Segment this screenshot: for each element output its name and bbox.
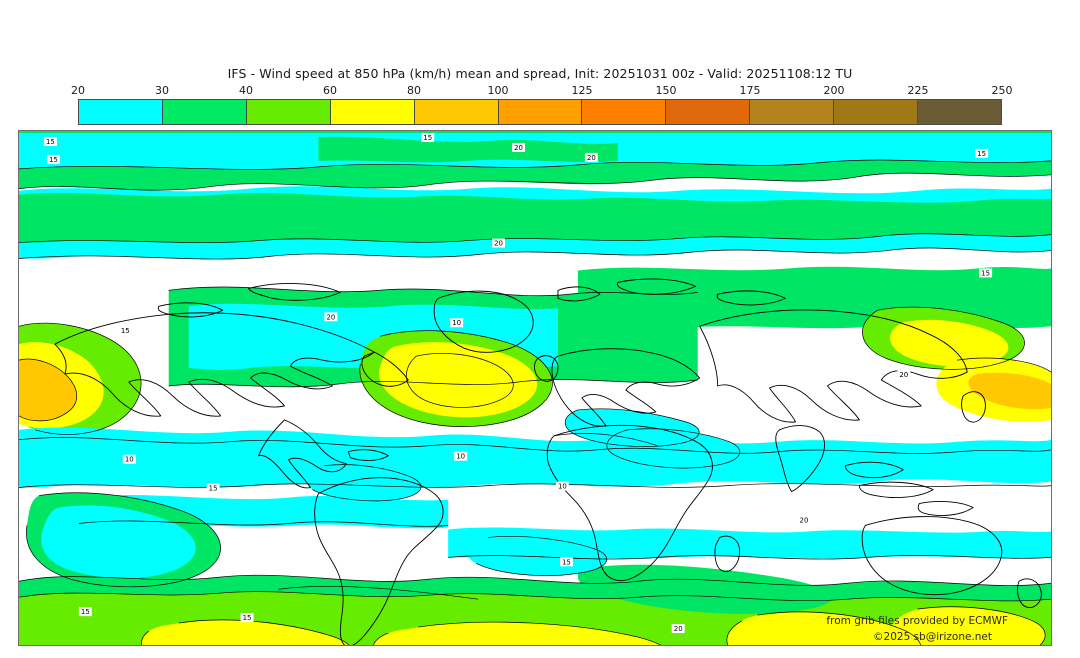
- svg-text:15: 15: [981, 269, 990, 277]
- copyright-attribution: ©2025 sb@irizone.net: [873, 631, 992, 643]
- colorbar-tick-80: 80: [407, 84, 421, 97]
- svg-text:15: 15: [46, 138, 55, 146]
- spread-contour-layer: [19, 159, 1051, 645]
- colorbar-tick-200: 200: [823, 84, 845, 97]
- page-title: IFS - Wind speed at 850 hPa (km/h) mean …: [227, 66, 853, 81]
- colorbar-tick-250: 250: [991, 84, 1013, 97]
- colorbar-segment-2: [246, 100, 331, 124]
- svg-text:15: 15: [81, 608, 90, 616]
- coastline-layer: [54, 278, 1042, 645]
- colorbar-segment-8: [750, 100, 835, 124]
- map-panel[interactable]: 15 15 15 20 20 20 15 15 15 10 10 10 10 1…: [18, 130, 1052, 646]
- colorbar-segment-3: [330, 100, 415, 124]
- colorbar: 20 30 40 60 80 100 125 150 175 200 225 250: [71, 84, 1013, 125]
- svg-text:10: 10: [125, 456, 134, 464]
- wind-speed-shading: [19, 131, 1051, 645]
- colorbar-gradient: [78, 99, 1002, 125]
- svg-text:20: 20: [587, 154, 596, 162]
- colorbar-tick-175: 175: [739, 84, 761, 97]
- svg-text:15: 15: [243, 614, 252, 622]
- colorbar-tick-150: 150: [655, 84, 677, 97]
- colorbar-segment-4: [414, 100, 499, 124]
- colorbar-segment-6: [582, 100, 667, 124]
- svg-text:15: 15: [977, 150, 986, 158]
- colorbar-segment-5: [498, 100, 583, 124]
- world-wind-speed-map: 15 15 15 20 20 20 15 15 15 10 10 10 10 1…: [19, 131, 1051, 645]
- colorbar-tick-225: 225: [907, 84, 929, 97]
- svg-text:10: 10: [452, 319, 461, 327]
- svg-text:20: 20: [514, 144, 523, 152]
- colorbar-tick-40: 40: [239, 84, 253, 97]
- contour-label-layer: 15 15 15 20 20 20 15 15 15 10 10 10 10 1…: [43, 132, 993, 633]
- svg-text:20: 20: [800, 516, 809, 524]
- svg-text:15: 15: [121, 327, 130, 335]
- data-source-attribution: from grib files provided by ECMWF: [826, 615, 1008, 627]
- svg-text:15: 15: [209, 485, 218, 493]
- svg-text:20: 20: [674, 625, 683, 633]
- colorbar-segment-0: [79, 100, 163, 124]
- colorbar-tick-125: 125: [571, 84, 593, 97]
- colorbar-segment-7: [666, 100, 751, 124]
- colorbar-tick-60: 60: [323, 84, 337, 97]
- svg-text:10: 10: [558, 483, 567, 491]
- colorbar-tick-100: 100: [487, 84, 509, 97]
- svg-text:15: 15: [562, 558, 571, 566]
- colorbar-segment-9: [834, 100, 919, 124]
- svg-text:20: 20: [326, 313, 335, 321]
- colorbar-tick-20: 20: [71, 84, 85, 97]
- svg-text:10: 10: [456, 453, 465, 461]
- svg-text:20: 20: [494, 240, 503, 248]
- svg-text:15: 15: [49, 156, 58, 164]
- svg-text:20: 20: [899, 371, 908, 379]
- svg-text:15: 15: [423, 134, 432, 142]
- colorbar-tick-30: 30: [155, 84, 169, 97]
- colorbar-segment-1: [162, 100, 247, 124]
- colorbar-tick-labels: 20 30 40 60 80 100 125 150 175 200 225 250: [71, 84, 1013, 98]
- colorbar-segment-10: [918, 100, 1001, 124]
